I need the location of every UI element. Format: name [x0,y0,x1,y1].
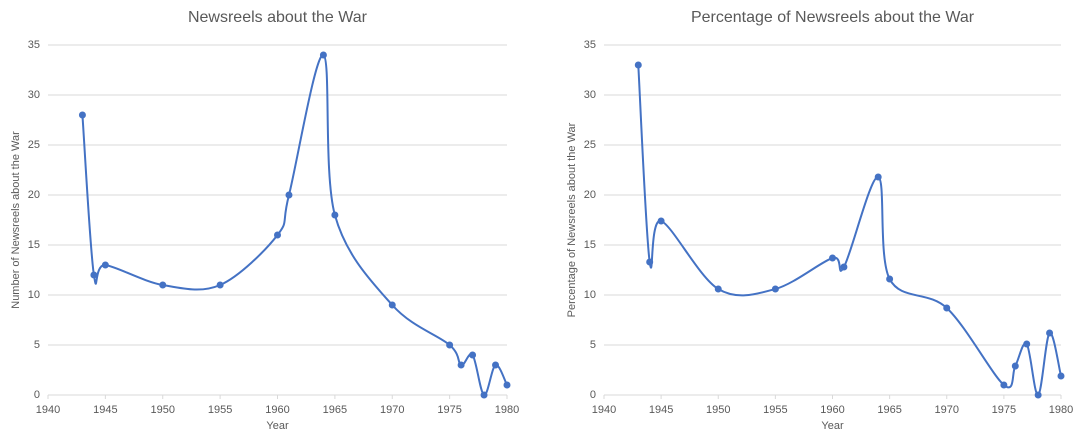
data-point [285,191,293,199]
data-point [874,173,882,181]
data-point [78,111,86,119]
y-tick-label: 25 [584,139,596,151]
y-tick-label: 15 [28,239,40,251]
x-tick-label: 1970 [935,404,959,416]
y-tick-label: 10 [584,289,596,301]
data-point [101,261,109,269]
data-point [886,275,894,283]
x-axis-label: Year [821,420,844,432]
data-line [637,64,1062,397]
data-point [1057,372,1065,380]
x-tick-label: 1965 [323,404,347,416]
data-point [634,61,642,69]
data-point [90,271,98,279]
data-point [714,285,722,293]
data-point [319,51,327,59]
x-tick-label: 1970 [380,404,404,416]
x-tick-label: 1955 [208,404,232,416]
data-point [943,304,951,312]
x-axis-label: Year [266,420,289,432]
x-tick-label: 1975 [992,404,1016,416]
data-point [829,254,836,262]
data-point [480,391,488,399]
x-tick-label: 1940 [36,404,60,416]
x-tick-label: 1960 [820,404,844,416]
x-tick-label: 1955 [763,404,787,416]
x-tick-label: 1940 [592,404,616,416]
data-point [446,341,454,349]
y-tick-label: 25 [28,139,40,151]
x-tick-label: 1950 [151,404,175,416]
x-tick-label: 1975 [437,404,461,416]
y-tick-label: 30 [584,89,596,101]
data-point [492,361,500,369]
y-tick-label: 30 [28,89,40,101]
data-point [469,351,477,359]
chart-title: Percentage of Newsreels about the War [691,9,975,26]
y-tick-label: 35 [584,39,596,51]
y-tick-label: 10 [28,289,40,301]
x-tick-label: 1945 [649,404,673,416]
data-point [159,281,167,289]
data-line [81,53,508,397]
data-point [840,263,848,271]
y-axis-label: Percentage of Newsreels about the War [566,122,578,317]
x-tick-label: 1980 [495,404,519,416]
chart-title: Newsreels about the War [188,9,368,26]
data-point [771,285,779,293]
data-point [331,211,339,219]
data-point [657,217,665,225]
y-tick-label: 20 [28,189,40,201]
data-point [1034,391,1042,399]
data-point [388,301,396,309]
data-point [457,361,465,369]
x-tick-label: 1950 [706,404,730,416]
data-point [646,258,654,266]
y-tick-label: 5 [34,339,40,351]
y-axis-label: Number of Newsreels about the War [10,131,22,309]
y-tick-label: 35 [28,39,40,51]
data-point [1011,362,1019,370]
data-point [1000,381,1008,389]
y-tick-label: 5 [590,339,596,351]
x-tick-label: 1960 [265,404,289,416]
data-point [1046,329,1054,337]
data-point [274,231,281,239]
data-point [216,281,224,289]
y-tick-label: 0 [590,389,596,401]
data-point [503,381,511,389]
y-tick-label: 15 [584,239,596,251]
x-tick-label: 1980 [1049,404,1073,416]
x-tick-label: 1945 [93,404,117,416]
y-tick-label: 20 [584,189,596,201]
x-tick-label: 1965 [877,404,901,416]
y-tick-label: 0 [34,389,40,401]
data-point [1023,340,1031,348]
